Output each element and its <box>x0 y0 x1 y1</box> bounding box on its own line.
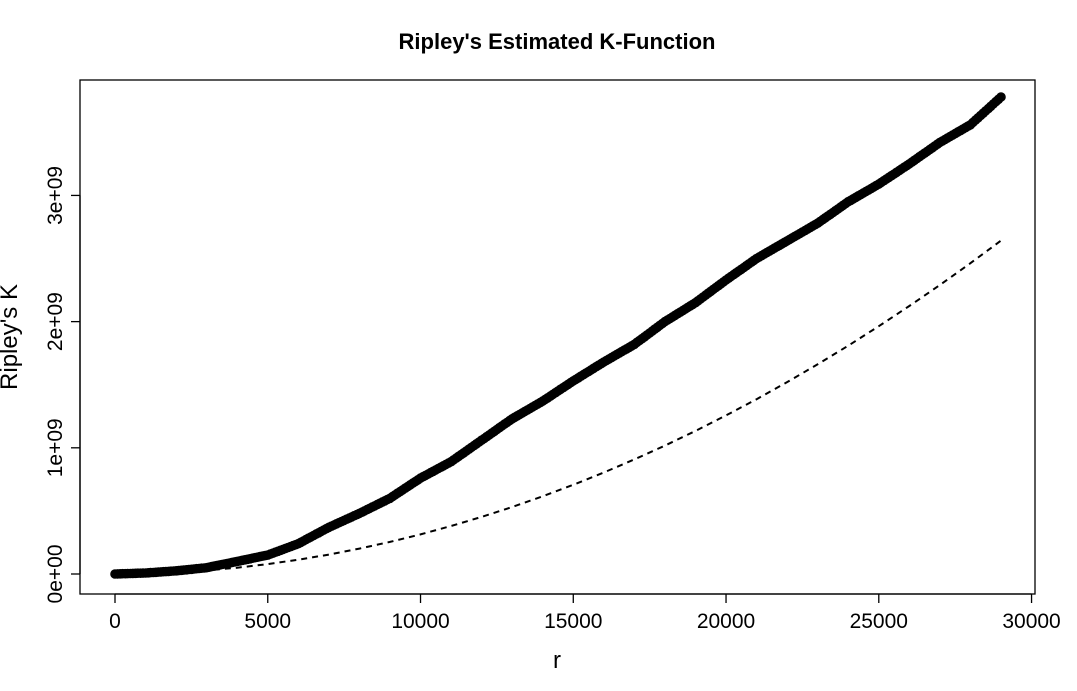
x-tick-label: 0 <box>109 610 121 633</box>
observed-point <box>993 94 1004 105</box>
y-axis-title: Ripley's K <box>0 284 23 390</box>
x-tick-label: 25000 <box>850 610 908 633</box>
observed-point <box>985 101 996 112</box>
x-axis-title: r <box>553 647 561 674</box>
y-axis: 0e+00 1e+09 2e+09 3e+09 <box>44 166 81 604</box>
observed-point <box>996 92 1006 102</box>
series-layer <box>110 92 1006 579</box>
x-tick-label: 30000 <box>1002 610 1060 633</box>
theoretical-k-line <box>114 239 1002 575</box>
x-tick-label: 20000 <box>697 610 755 633</box>
y-tick-label: 2e+09 <box>44 292 67 351</box>
observed-point <box>965 120 976 130</box>
x-tick-label: 15000 <box>544 610 602 633</box>
observed-k-series <box>110 92 1006 579</box>
y-tick-label: 1e+09 <box>44 418 67 477</box>
y-tick-label: 0e+00 <box>44 545 67 604</box>
observed-k-trace <box>111 93 1005 578</box>
plot-frame <box>79 79 1036 595</box>
x-tick-label: 5000 <box>244 610 291 633</box>
observed-point <box>983 103 994 114</box>
y-tick-label: 3e+09 <box>44 166 67 225</box>
x-axis: 0 5000 10000 15000 20000 25000 30000 <box>109 593 1061 633</box>
chart-title: Ripley's Estimated K-Function <box>399 29 716 54</box>
x-tick-label: 10000 <box>391 610 449 633</box>
